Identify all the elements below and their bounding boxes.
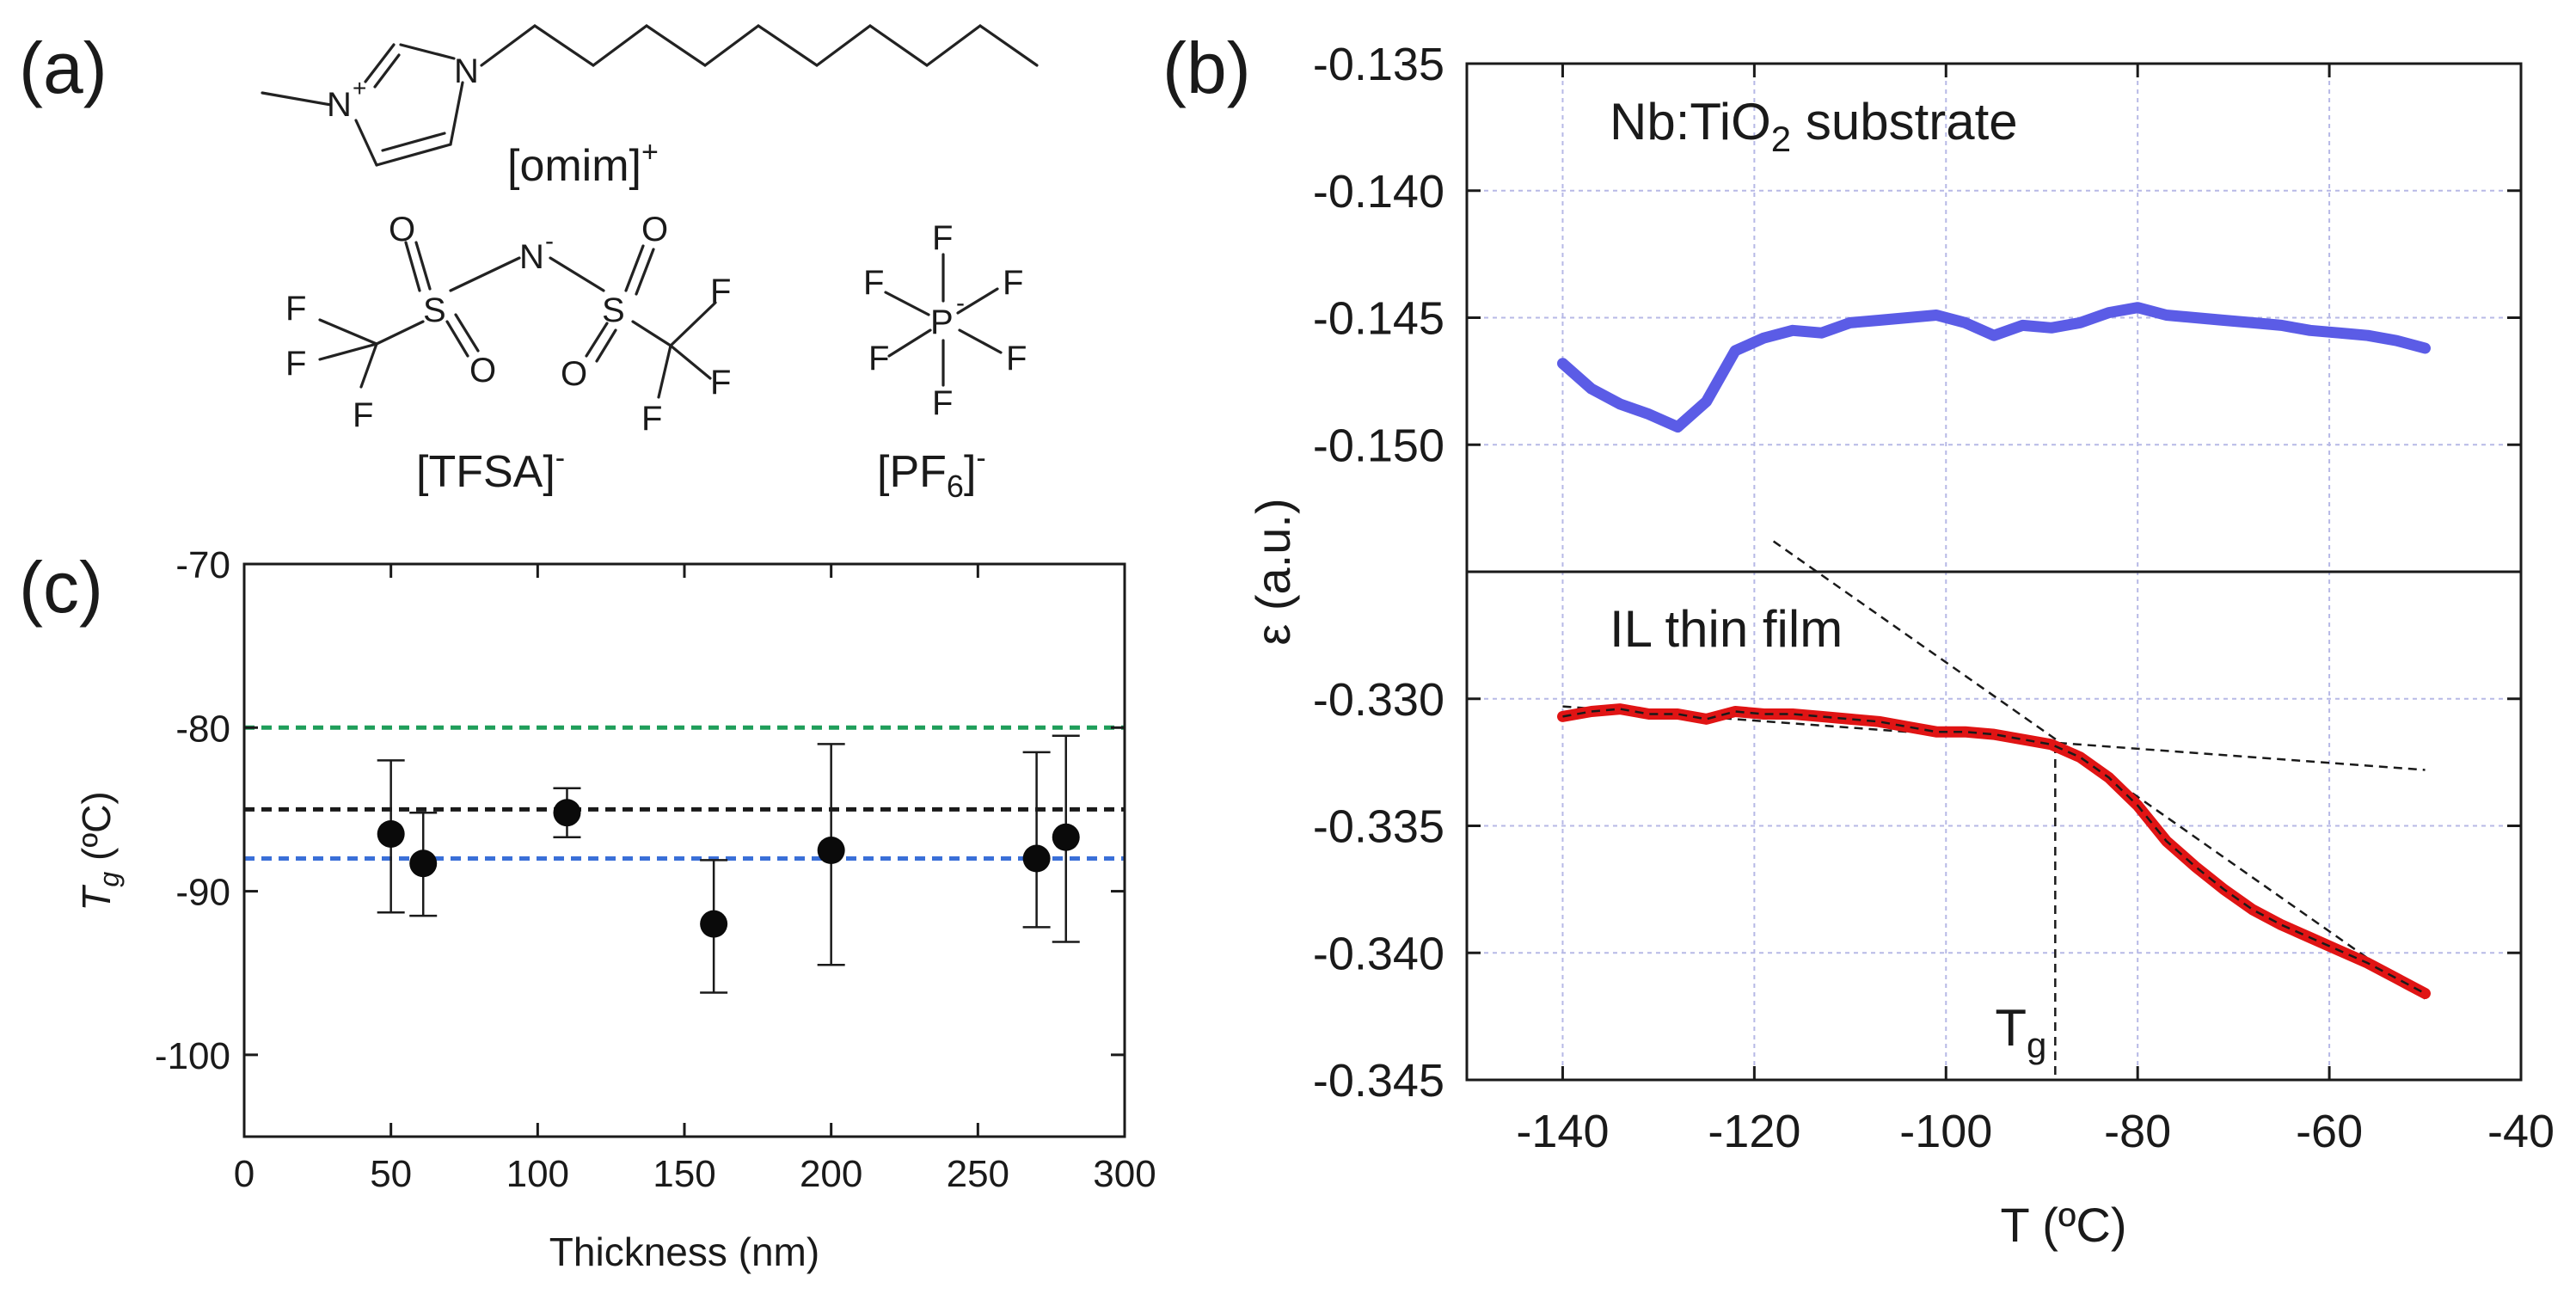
x-tick-label: 200 [800, 1153, 862, 1195]
atom-n: N [519, 238, 544, 276]
y-tick-label: -0.145 [1313, 293, 1444, 345]
panel-label-a: (a) [19, 28, 107, 108]
panel-label-c: (c) [19, 547, 103, 628]
atom-f: F [932, 384, 953, 422]
series-line-substrate [1557, 302, 2431, 433]
error-bars [377, 734, 1080, 994]
atom-n-plus: N [327, 86, 352, 124]
film-annotation: IL thin film [1610, 600, 1843, 658]
cation-label: [omim]+ [507, 136, 659, 191]
atom-s: S [423, 291, 446, 329]
data-point [409, 849, 438, 878]
tfsa-structure: F F F S O O N - S O O F F F [TFSA]- [285, 211, 731, 497]
plot-frame-c [242, 562, 1126, 1138]
y-tick-label: -0.345 [1313, 1055, 1444, 1107]
atom-minus-sign: - [956, 289, 965, 317]
y-axis-title: ε (a.u.) [1246, 498, 1300, 645]
atom-f: F [285, 290, 306, 328]
atom-o: O [561, 355, 587, 393]
y-tick-label: -0.140 [1313, 166, 1444, 218]
atom-f: F [285, 345, 306, 383]
y-tick-label: -0.335 [1313, 801, 1444, 853]
atom-s: S [602, 291, 625, 329]
data-point [817, 837, 845, 864]
x-tick-label: -140 [1516, 1106, 1609, 1157]
y-tick-label: -0.340 [1313, 928, 1444, 979]
pf6-structure: F F F P - F F F [PF6]- [863, 219, 1027, 504]
x-tick-label: 150 [653, 1153, 715, 1195]
panel-label-b: (b) [1162, 28, 1251, 108]
data-point [1052, 823, 1080, 851]
x-tick-label: 0 [234, 1153, 255, 1195]
x-tick-label: -60 [2296, 1106, 2363, 1157]
data-points [377, 799, 1080, 938]
atom-n: N [454, 52, 479, 90]
tg-label: Tg [1995, 999, 2046, 1065]
y-tick-label: -0.330 [1313, 674, 1444, 726]
epsilon-temperature-chart: -140 -120 -100 -80 -60 -40 -0.135 -0.140 -0.145… [1246, 39, 2555, 1252]
data-point [700, 910, 728, 938]
substrate-annotation: Nb:TiO2 substrate [1610, 93, 2018, 159]
x-axis-ticks: 0 50 100 150 200 250 300 [234, 564, 1156, 1195]
data-point [553, 799, 581, 827]
y-axis-ticks: -70 -80 -90 -100 [155, 544, 1125, 1077]
atom-f: F [863, 264, 884, 302]
atom-f: F [932, 219, 953, 257]
atom-p: P [930, 304, 954, 341]
x-axis-title: T (ºC) [2001, 1198, 2127, 1252]
atom-f: F [641, 400, 662, 438]
chemical-structures: N + N [omim]+ F [261, 24, 1039, 504]
y-tick-label: -80 [175, 708, 230, 750]
fit-curve-overlay [1562, 708, 2426, 995]
x-axis-ticks: -140 -120 -100 -80 -60 -40 [1516, 64, 2555, 1157]
atom-minus-sign: - [545, 227, 554, 255]
y-tick-label: -90 [175, 872, 230, 914]
x-tick-label: -100 [1899, 1106, 1992, 1157]
atom-f: F [1006, 340, 1027, 377]
y-tick-label: -0.150 [1313, 420, 1444, 471]
y-axis-ticks: -0.135 -0.140 -0.145 -0.150 -0.330 -0.335 -0.3… [1313, 39, 2521, 1107]
x-tick-label: 300 [1093, 1153, 1156, 1195]
reference-lines [244, 725, 1125, 862]
tfsa-label: [TFSA]- [416, 442, 565, 497]
atom-f: F [710, 364, 731, 402]
y-axis-title: Tg (ºC) [74, 791, 125, 911]
y-tick-label: -70 [175, 544, 230, 586]
tg-thickness-chart: 0 50 100 150 200 250 300 -70 -80 -90 -100 Thickne… [74, 544, 1156, 1274]
x-tick-label: 100 [506, 1153, 569, 1195]
y-tick-label: -100 [155, 1035, 230, 1077]
atom-o: O [641, 211, 668, 248]
x-tick-label: 250 [947, 1153, 1009, 1195]
y-tick-label: -0.135 [1313, 39, 1444, 90]
x-tick-label: -80 [2104, 1106, 2171, 1157]
series-line-film [1557, 703, 2431, 999]
x-tick-label: -40 [2487, 1106, 2555, 1157]
data-point [1022, 844, 1051, 873]
atom-f: F [710, 273, 731, 310]
atom-f: F [353, 396, 373, 434]
x-tick-label: -120 [1708, 1106, 1800, 1157]
atom-f: F [1003, 264, 1023, 302]
data-point [377, 819, 405, 848]
atom-plus-sign: + [353, 75, 366, 101]
pf6-label: [PF6]- [877, 442, 986, 504]
cation-structure: N + N [omim]+ [261, 24, 1039, 191]
series-lines [1557, 302, 2431, 999]
atom-o: O [389, 211, 415, 248]
atom-o: O [469, 352, 496, 389]
atom-f: F [868, 340, 889, 377]
x-axis-title: Thickness (nm) [549, 1229, 819, 1274]
x-tick-label: 50 [370, 1153, 412, 1195]
